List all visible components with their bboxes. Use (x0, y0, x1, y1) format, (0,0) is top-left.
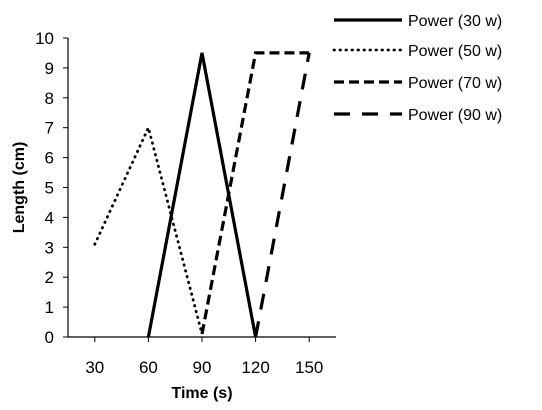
x-tick-label: 60 (139, 358, 158, 377)
x-tick-label: 30 (85, 358, 104, 377)
legend-label-2: Power (50 w) (408, 43, 502, 60)
x-tick-label: 90 (193, 358, 212, 377)
y-tick-label: 9 (45, 59, 54, 78)
legend: Power (30 w) Power (50 w) Power (70 w) Powe… (332, 13, 502, 124)
axes (67, 38, 336, 338)
y-axis-title: Length (cm) (11, 142, 28, 234)
y-tick-label: 2 (45, 268, 54, 287)
y-axis-ticks: 0 1 2 3 4 5 6 7 8 9 10 (35, 29, 68, 347)
x-tick-label: 120 (241, 358, 269, 377)
y-tick-label: 3 (45, 238, 54, 257)
series-line-4 (254, 52, 311, 338)
x-axis-title: Time (s) (171, 385, 232, 402)
legend-label-4: Power (90 w) (408, 107, 502, 124)
x-tick-label: 150 (295, 358, 323, 377)
series-line-2 (93, 123, 204, 336)
y-tick-label: 10 (35, 29, 54, 48)
series-line-1 (146, 52, 258, 338)
legend-label-3: Power (70 w) (408, 75, 502, 92)
y-tick-label: 1 (45, 298, 54, 317)
y-tick-label: 8 (45, 89, 54, 108)
y-tick-label: 7 (45, 119, 54, 138)
y-tick-label: 0 (45, 328, 54, 347)
legend-label-1: Power (30 w) (408, 13, 502, 30)
y-tick-label: 6 (45, 149, 54, 168)
x-axis-ticks: 30 60 90 120 150 (85, 337, 323, 377)
y-tick-label: 5 (45, 179, 54, 198)
series-line-3 (200, 51, 310, 335)
plot-lines (93, 51, 311, 338)
y-tick-label: 4 (45, 208, 54, 227)
